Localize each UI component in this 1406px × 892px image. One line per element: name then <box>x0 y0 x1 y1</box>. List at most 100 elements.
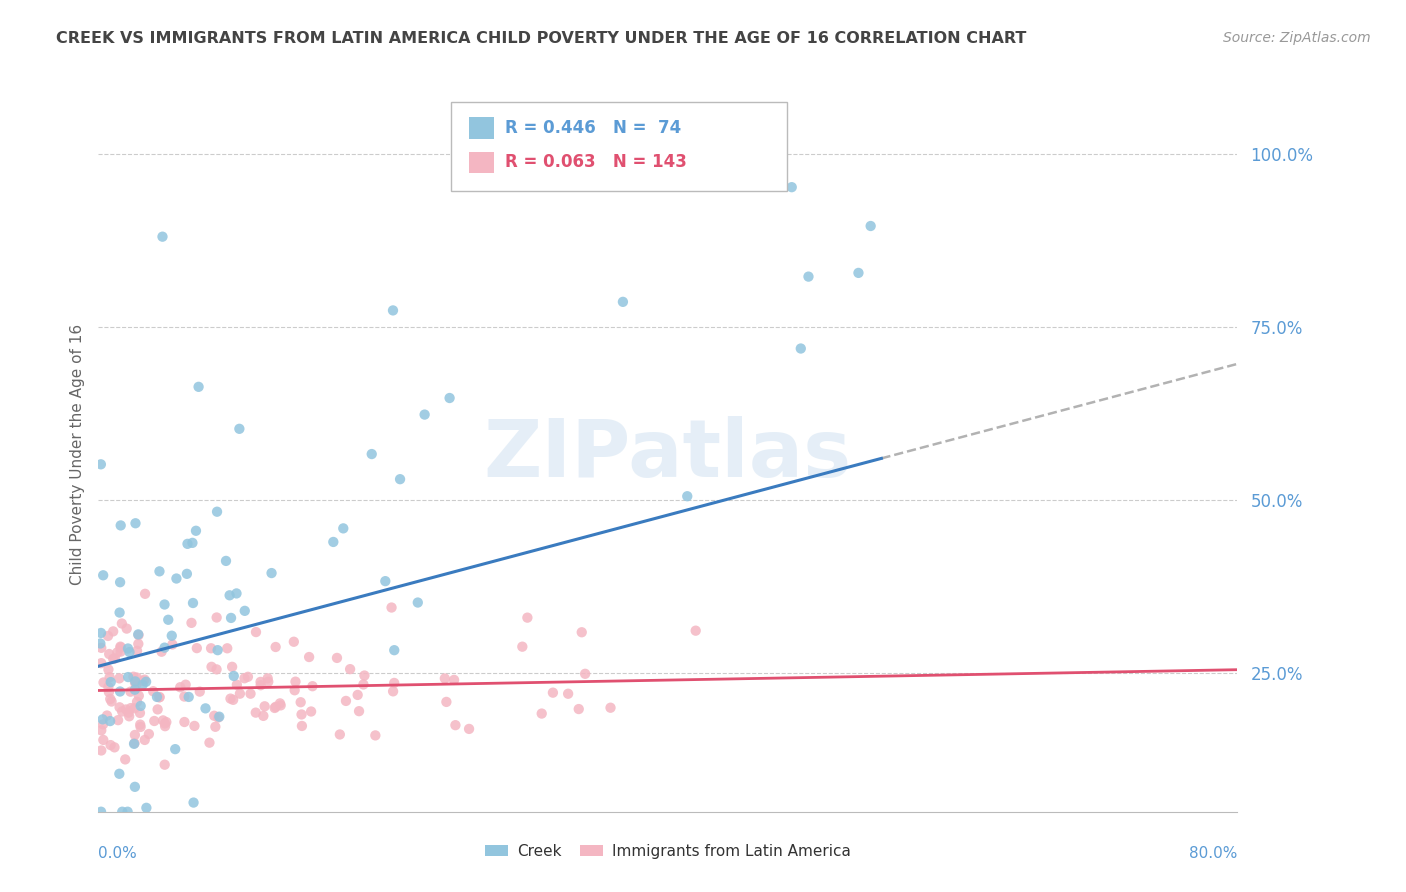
Point <box>142 684 165 698</box>
Point <box>290 707 312 722</box>
Text: CREEK VS IMMIGRANTS FROM LATIN AMERICA CHILD POVERTY UNDER THE AGE OF 16 CORRELA: CREEK VS IMMIGRANTS FROM LATIN AMERICA C… <box>56 31 1026 46</box>
Point <box>239 687 262 701</box>
Point <box>360 447 382 461</box>
Point <box>530 706 553 721</box>
FancyBboxPatch shape <box>468 118 494 139</box>
Point <box>516 610 538 624</box>
Point <box>108 606 131 620</box>
Point <box>225 678 247 692</box>
Point <box>114 752 136 766</box>
Point <box>124 736 146 750</box>
Text: 80.0%: 80.0% <box>1189 846 1237 861</box>
Point <box>184 524 207 538</box>
Point <box>298 650 321 665</box>
Point <box>568 702 591 716</box>
Point <box>90 640 112 655</box>
Point <box>117 670 139 684</box>
Point <box>335 694 357 708</box>
Point <box>117 805 139 819</box>
Point <box>103 740 125 755</box>
Point <box>458 722 481 736</box>
Point <box>207 710 229 724</box>
Point <box>198 736 221 750</box>
Point <box>859 219 882 233</box>
Point <box>676 489 699 503</box>
Point <box>93 675 115 690</box>
Point <box>270 698 292 713</box>
Point <box>91 712 114 726</box>
Point <box>97 685 120 699</box>
Y-axis label: Child Poverty Under the Age of 16: Child Poverty Under the Age of 16 <box>69 325 84 585</box>
Point <box>91 568 114 582</box>
Point <box>134 587 156 601</box>
Point <box>108 766 131 780</box>
Point <box>434 695 457 709</box>
Point <box>100 738 122 752</box>
Point <box>165 572 187 586</box>
Point <box>104 651 127 665</box>
Point <box>125 695 148 709</box>
Point <box>89 636 111 650</box>
Point <box>177 690 200 704</box>
Point <box>183 796 205 810</box>
Point <box>98 670 121 684</box>
Point <box>406 595 429 609</box>
Point <box>380 600 402 615</box>
Point <box>347 704 370 718</box>
Point <box>205 662 228 676</box>
Point <box>176 566 198 581</box>
Text: R = 0.063   N = 143: R = 0.063 N = 143 <box>505 153 688 171</box>
Point <box>96 708 118 723</box>
Point <box>257 674 280 689</box>
Point <box>326 651 349 665</box>
Point <box>233 671 256 685</box>
Point <box>174 678 197 692</box>
Point <box>134 673 156 687</box>
Point <box>122 670 145 684</box>
Point <box>124 728 146 742</box>
Point <box>129 706 152 720</box>
Point <box>111 805 134 819</box>
Point <box>848 266 870 280</box>
Point <box>90 723 112 738</box>
Point <box>108 700 131 714</box>
Point <box>153 757 176 772</box>
Point <box>222 669 245 683</box>
Point <box>264 699 287 714</box>
Point <box>329 727 352 741</box>
Point <box>382 676 405 690</box>
Point <box>194 701 217 715</box>
Point <box>249 674 271 689</box>
Point <box>541 686 564 700</box>
Point <box>245 706 267 720</box>
Point <box>153 719 176 733</box>
Point <box>225 586 247 600</box>
Point <box>90 743 112 757</box>
Point <box>129 717 152 731</box>
Point <box>181 536 204 550</box>
Point <box>120 684 142 698</box>
Point <box>132 673 155 688</box>
Point <box>322 535 344 549</box>
Point <box>301 679 323 693</box>
Point <box>110 518 132 533</box>
Point <box>208 709 231 723</box>
Point <box>90 656 112 670</box>
Point <box>217 641 239 656</box>
Point <box>290 695 312 709</box>
Point <box>374 574 396 589</box>
Point <box>149 690 172 704</box>
Point <box>146 702 169 716</box>
Point <box>128 628 150 642</box>
Point <box>152 714 174 728</box>
Point <box>129 720 152 734</box>
Point <box>269 697 291 711</box>
Point <box>100 675 122 690</box>
Point <box>215 554 238 568</box>
Point <box>150 645 173 659</box>
Point <box>165 742 187 756</box>
Point <box>339 662 361 676</box>
Point <box>260 566 283 580</box>
Point <box>122 737 145 751</box>
Point <box>143 714 166 728</box>
